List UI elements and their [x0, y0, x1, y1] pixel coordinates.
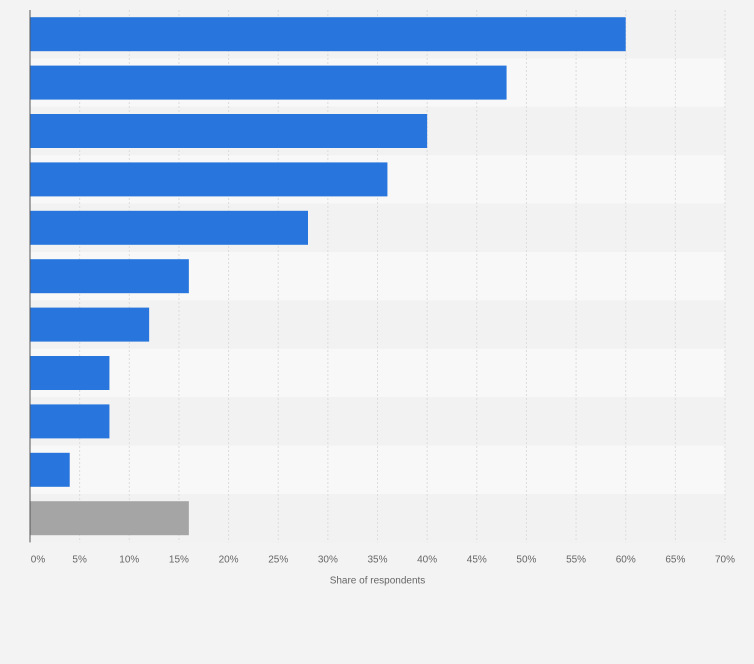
- x-tick-label: 45%: [467, 554, 487, 565]
- x-tick-label: 10%: [119, 554, 139, 565]
- bar[interactable]: [30, 65, 507, 100]
- x-tick-label: 55%: [566, 554, 586, 565]
- bar[interactable]: [30, 356, 110, 390]
- x-tick-label: 0%: [31, 554, 46, 565]
- x-tick-label: 25%: [268, 554, 288, 565]
- x-tick-label: 20%: [219, 554, 239, 565]
- bar[interactable]: [30, 210, 308, 245]
- bar[interactable]: [30, 404, 110, 439]
- x-tick-label: 5%: [72, 554, 87, 565]
- bar[interactable]: [30, 452, 70, 487]
- x-tick-label: 50%: [516, 554, 536, 565]
- bar[interactable]: [30, 259, 189, 294]
- row-band: [30, 445, 725, 494]
- bar[interactable]: [30, 162, 388, 197]
- bar[interactable]: [30, 501, 189, 536]
- bar[interactable]: [30, 114, 428, 148]
- x-tick-label: 70%: [715, 554, 735, 565]
- x-tick-label: 40%: [417, 554, 437, 565]
- x-tick-label: 30%: [318, 554, 338, 565]
- bar[interactable]: [30, 307, 150, 342]
- bars: [30, 17, 626, 536]
- x-tick-label: 60%: [616, 554, 636, 565]
- x-tick-label: 65%: [665, 554, 685, 565]
- bar[interactable]: [30, 17, 626, 52]
- x-tick-label: 15%: [169, 554, 189, 565]
- row-band: [30, 397, 725, 446]
- row-band: [30, 348, 725, 398]
- x-axis-label: Share of respondents: [330, 575, 426, 586]
- x-tick-label: 35%: [367, 554, 387, 565]
- x-tick-labels: 0% 5% 10% 15% 20% 25% 30% 35% 40% 45% 50% 55% 60% 65%…: [31, 554, 735, 565]
